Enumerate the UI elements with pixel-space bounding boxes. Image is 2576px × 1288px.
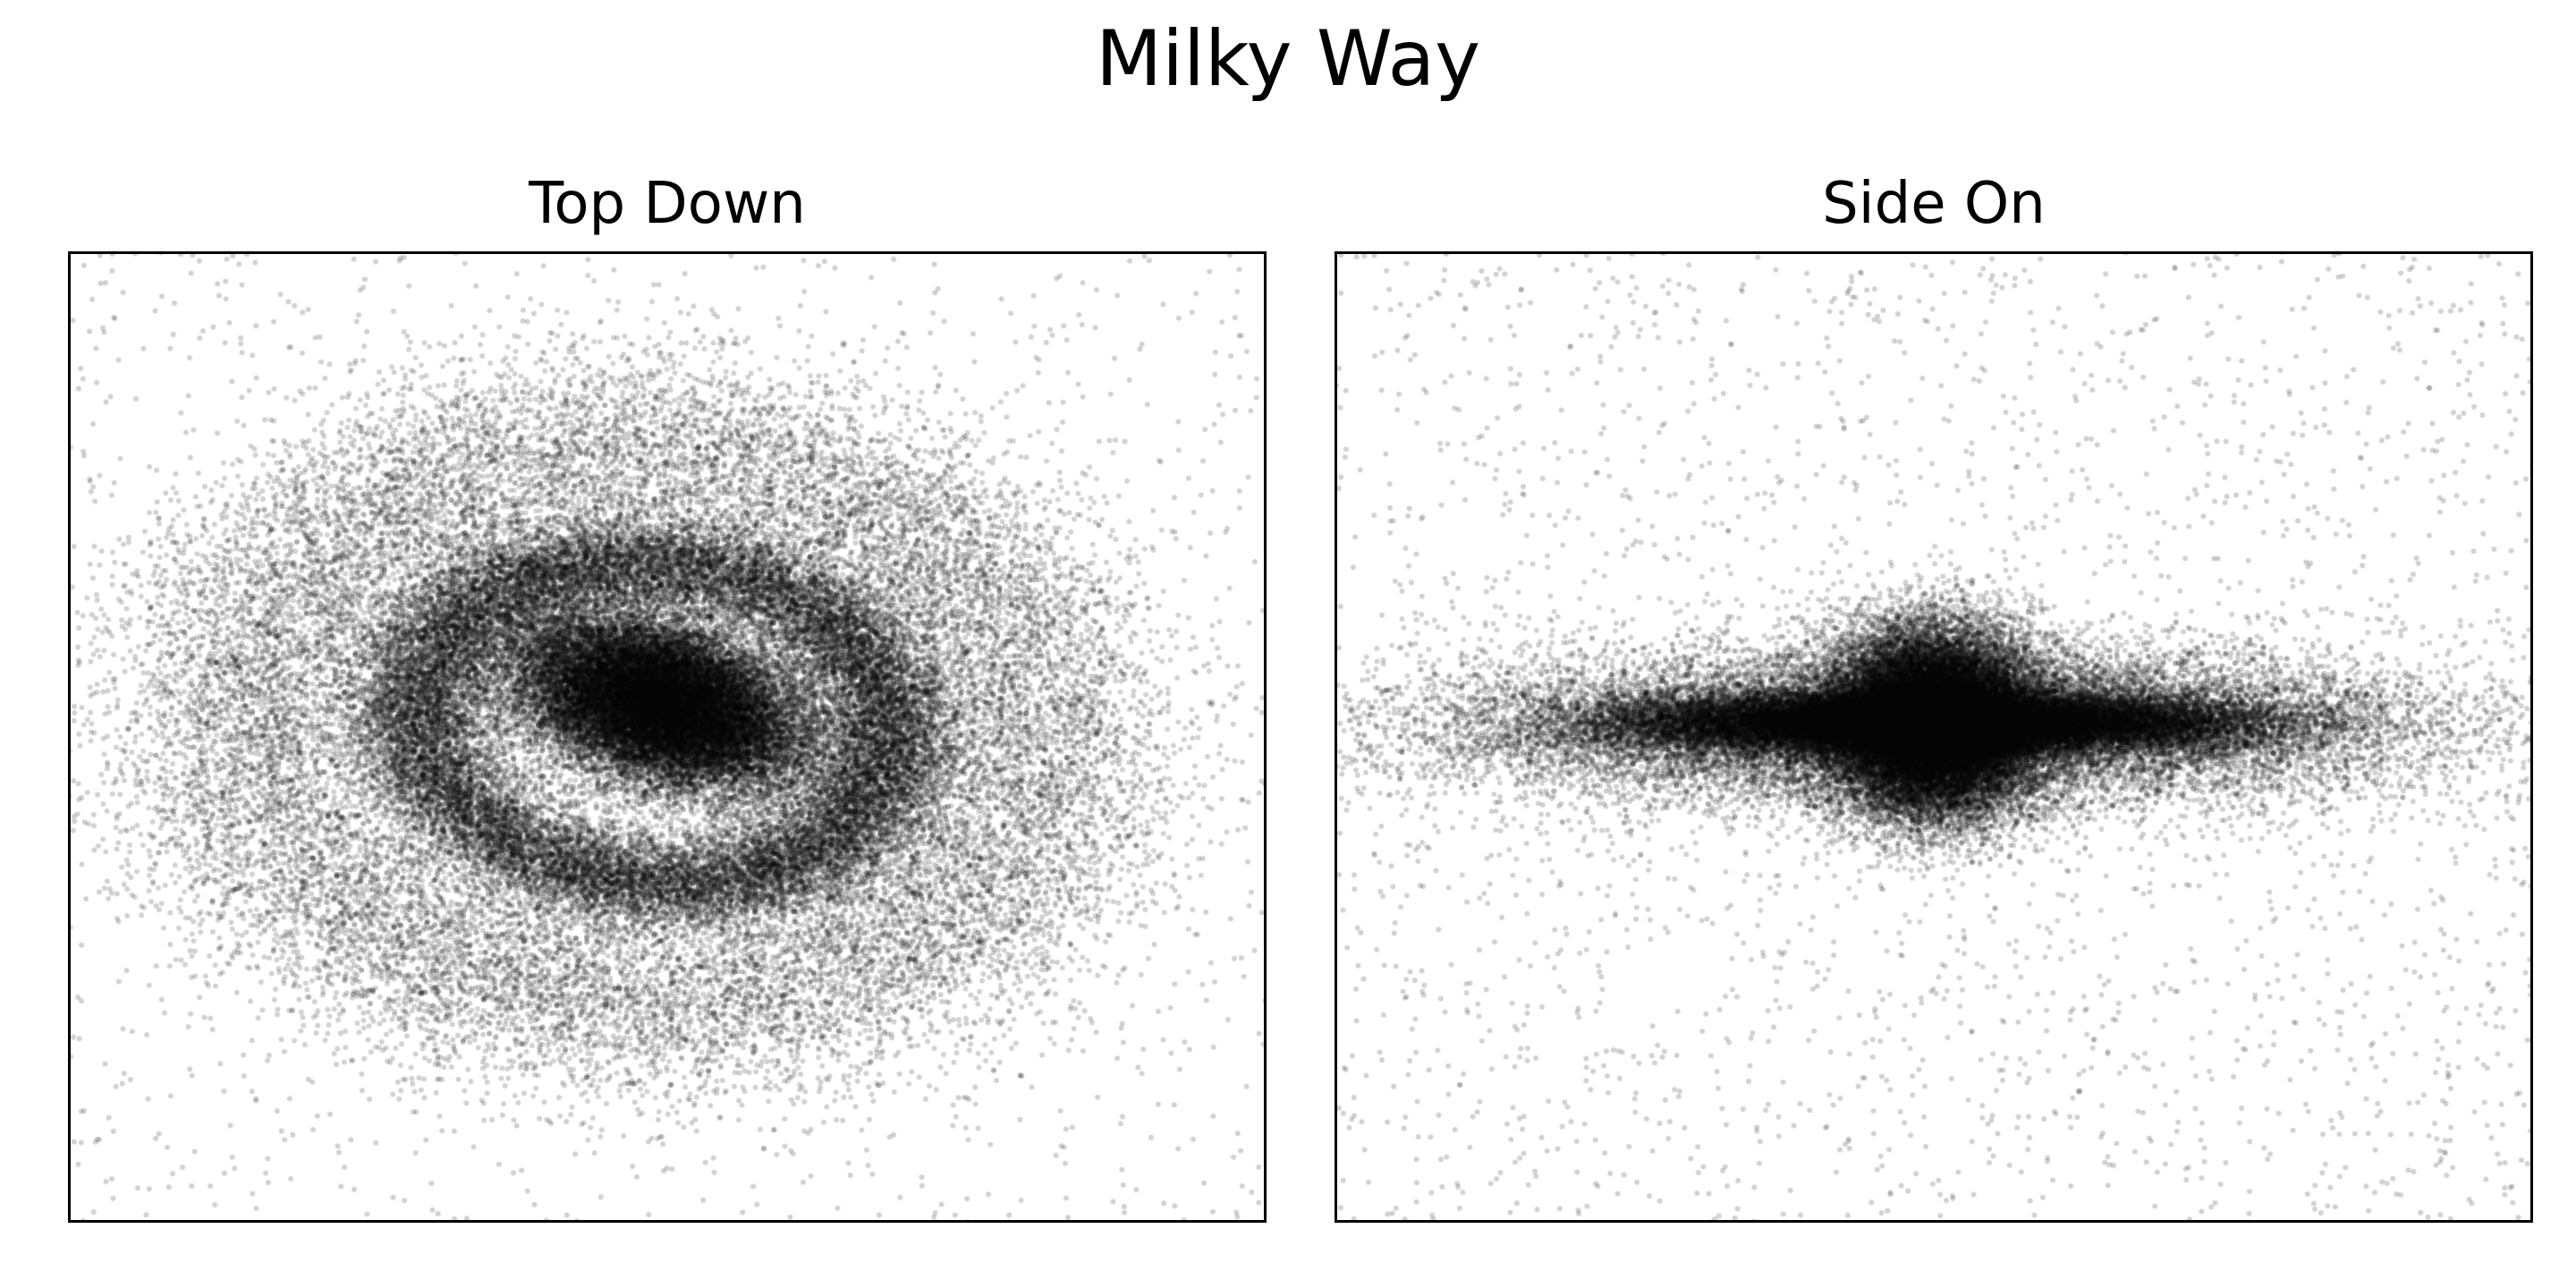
side-on-scatter-plot (1335, 251, 2533, 1223)
top-down-scatter-points (71, 254, 1264, 1220)
side-on-axes-title: Side On (1822, 171, 2046, 237)
top-down-axes-title: Top Down (529, 171, 806, 237)
top-down-scatter-plot (68, 251, 1267, 1223)
side-on-scatter-points (1337, 254, 2530, 1220)
figure-title: Milky Way (1095, 14, 1481, 104)
